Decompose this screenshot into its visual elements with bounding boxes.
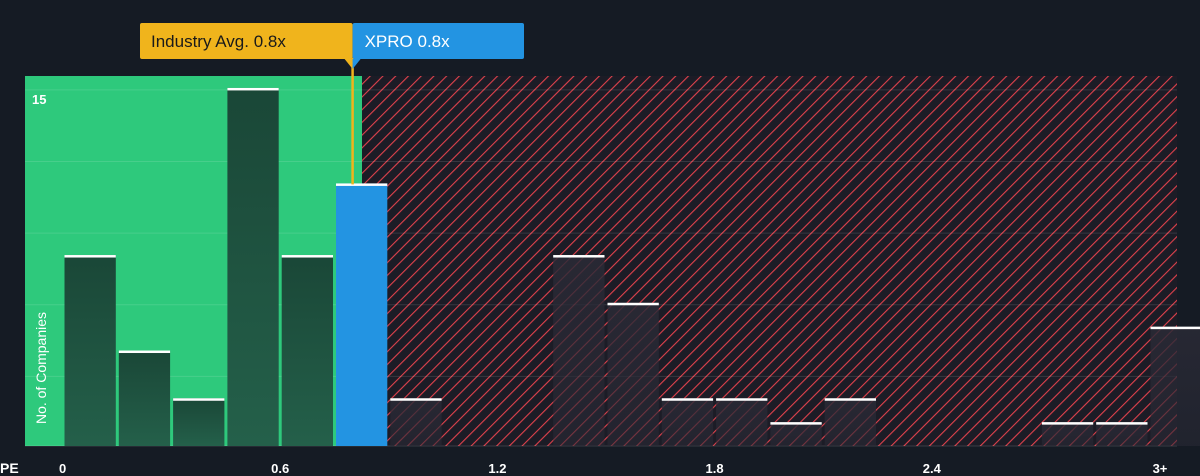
histogram-bar-cap <box>64 255 116 258</box>
y-axis-label: No. of Companies <box>33 312 49 424</box>
histogram-bar-cap <box>770 422 822 425</box>
histogram-bar <box>824 398 876 446</box>
histogram-bar-cap <box>173 398 225 401</box>
histogram-bar-cap <box>227 87 279 91</box>
histogram-bar <box>281 255 333 446</box>
histogram-bar <box>173 398 225 446</box>
above-average-zone <box>362 76 1177 446</box>
histogram-bar <box>227 87 279 446</box>
histogram-bar-cap <box>661 398 714 401</box>
x-tick-label: 0 <box>59 461 66 476</box>
company-pointer <box>352 59 361 69</box>
histogram-bar-cap <box>1150 326 1200 330</box>
x-tick-label: 1.2 <box>488 461 506 476</box>
y-axis-ticks: 15 <box>32 92 46 107</box>
histogram-bar <box>553 255 605 446</box>
industry-average-label-box <box>140 23 353 59</box>
histogram-bar-cap <box>716 398 768 401</box>
x-tick-label: 1.8 <box>706 461 724 476</box>
histogram-bar-cap <box>553 255 605 258</box>
histogram-bar <box>607 302 659 446</box>
y-tick-label: 15 <box>32 92 46 107</box>
company-label: XPRO 0.8x <box>365 32 451 51</box>
histogram-bar <box>770 422 822 446</box>
x-tick-label: 0.6 <box>271 461 289 476</box>
histogram-bar-company <box>336 183 388 446</box>
histogram-bar <box>64 255 116 446</box>
industry-average-callout: Industry Avg. 0.8x <box>140 23 353 69</box>
histogram-bar <box>118 350 171 446</box>
histogram-bar <box>1150 326 1200 446</box>
x-axis-label: PE <box>0 460 19 476</box>
histogram-bar-cap <box>390 398 442 401</box>
industry-average-label: Industry Avg. 0.8x <box>151 32 286 51</box>
histogram-bar-cap <box>281 255 333 258</box>
x-tick-label: 2.4 <box>923 461 942 476</box>
histogram-bar-cap <box>118 350 171 354</box>
histogram-bar-cap <box>1041 422 1094 425</box>
histogram-bar-cap <box>607 302 659 306</box>
histogram-bar <box>661 398 714 446</box>
company-label-box <box>352 23 524 59</box>
industry-average-pointer <box>344 59 353 69</box>
histogram-bar-cap <box>1096 422 1148 425</box>
histogram-bars <box>64 87 1200 446</box>
company-callout: XPRO 0.8x <box>352 23 524 69</box>
histogram-bar <box>1096 422 1148 446</box>
histogram-bar-cap <box>824 398 876 401</box>
x-tick-label: 3+ <box>1153 461 1168 476</box>
histogram-bar-cap <box>336 183 388 186</box>
x-axis-ticks: 0 0.6 1.2 1.8 2.4 3+ <box>59 461 1168 476</box>
histogram-bar <box>716 398 768 446</box>
histogram-bar <box>1041 422 1094 446</box>
histogram-bar <box>390 398 442 446</box>
